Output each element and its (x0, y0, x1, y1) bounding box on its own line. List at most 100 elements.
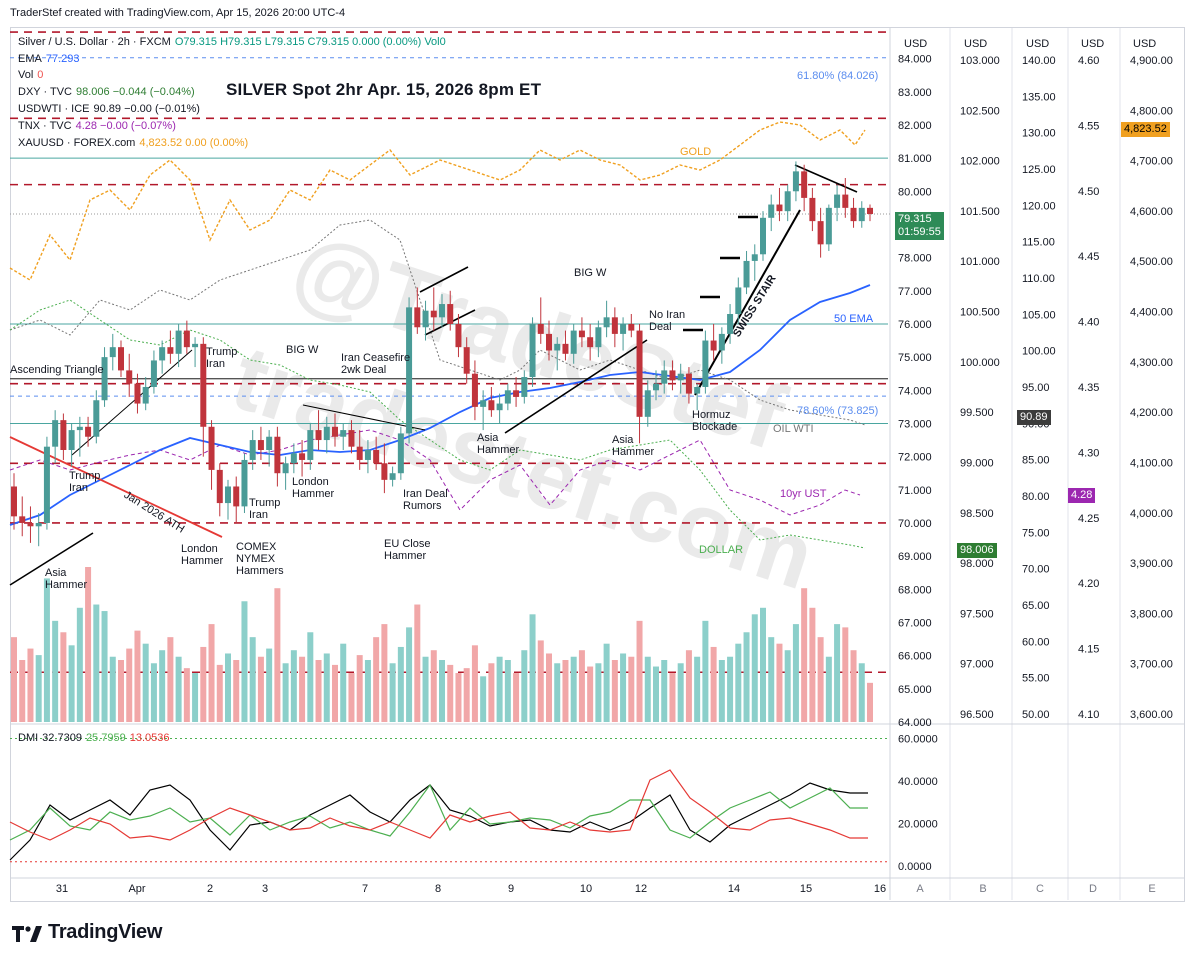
gold-label: GOLD (680, 146, 712, 158)
candle-body (192, 343, 199, 348)
candle-body (208, 426, 215, 470)
candle-body (768, 204, 775, 218)
volume-bar (208, 624, 215, 722)
scale-d-tick: 4.20 (1078, 578, 1099, 590)
volume-bar (546, 653, 552, 722)
scale-c-tick: 55.00 (1022, 673, 1050, 685)
asia-hammer-label-3: Asia Hammer (612, 434, 655, 458)
candle-body (19, 516, 26, 523)
scale-b-tick: 99.000 (960, 457, 994, 469)
volume-bar (109, 656, 116, 722)
tnx-price-tag: 4.28 (1068, 488, 1096, 503)
candle-body (356, 446, 363, 460)
scale-a-tick: 69.000 (898, 551, 932, 563)
candle-body (315, 430, 322, 441)
time-axis-label: 14 (728, 883, 740, 895)
scale-a-tick: 64.000 (898, 717, 932, 729)
scale-d-tick: 4.55 (1078, 120, 1099, 132)
chart-frame (10, 27, 1185, 902)
candle-body (43, 446, 50, 523)
trend-line-1 (9, 436, 223, 538)
candle-body (109, 347, 116, 358)
volume-bar (710, 646, 717, 722)
scale-e-tick: 4,700.00 (1130, 156, 1173, 168)
scale-c-tick: 115.00 (1022, 237, 1055, 249)
candle-body (677, 373, 684, 381)
scale-letter: B (979, 883, 986, 895)
tradingview-brand[interactable]: TradingView (12, 921, 162, 944)
dmi-scale-tick: 0.0000 (898, 861, 932, 873)
volume-bar (340, 643, 347, 722)
candle-body (496, 403, 503, 411)
scale-b-tick: 102.000 (960, 156, 1000, 168)
volume-bar (439, 660, 445, 722)
legend-xauusd-value: 4,823.52 0.00 (0.00%) (139, 137, 249, 149)
candle-body (389, 473, 396, 480)
scale-b-tick: 100.500 (960, 307, 1000, 319)
volume-bar (118, 660, 124, 722)
candle-body (159, 347, 166, 361)
volume-bar (735, 643, 742, 722)
volume-bar (834, 624, 841, 722)
scale-a-tick: 67.000 (898, 617, 932, 629)
scale-e-tick: 4,000.00 (1130, 508, 1173, 520)
ust-overlay (9, 429, 861, 516)
candle-body (52, 420, 59, 447)
scale-c-tick: 65.00 (1022, 600, 1050, 612)
asc-triangle-label: Ascending Triangle (10, 364, 104, 376)
candle-body (529, 323, 536, 378)
scale-b-tick: 98.500 (960, 508, 994, 520)
scale-e-tick: 4,300.00 (1130, 357, 1173, 369)
volume-bar (43, 578, 50, 722)
legend-tnx: TNX · TVC 4.28 −0.00 (−0.07%) (18, 120, 176, 132)
candle-body (249, 440, 256, 460)
candle-body (562, 343, 569, 354)
scale-d-tick: 4.45 (1078, 251, 1099, 263)
ust-label: 10yr UST (780, 488, 827, 500)
candle-body (784, 191, 791, 212)
dmi-scale-tick: 60.0000 (898, 734, 938, 746)
candle-body (570, 330, 577, 354)
scale-a-tick: 81.000 (898, 153, 932, 165)
volume-bar (751, 614, 758, 722)
legend-dxy: DXY · TVC 98.006 −0.044 (−0.04%) (18, 86, 195, 98)
candle-body (801, 171, 808, 198)
ceasefire-label: Iran Ceasefire 2wk Deal (341, 352, 411, 376)
scale-a-tick: 82.000 (898, 120, 932, 132)
candle-body (636, 330, 643, 417)
scale-c-tick: 120.00 (1022, 200, 1056, 212)
volume-bar (669, 673, 676, 722)
trend-line-3 (302, 404, 426, 431)
candle-body (537, 323, 544, 334)
scale-d-tick: 4.30 (1078, 447, 1099, 459)
volume-bar (216, 664, 223, 722)
volume-bar (406, 627, 413, 722)
candle-body (126, 370, 133, 384)
scale-d-tick: 4.15 (1078, 644, 1099, 656)
scale-letter: D (1089, 883, 1097, 895)
candle-body (364, 450, 371, 460)
scale-d-tick: 4.35 (1078, 382, 1099, 394)
scale-a-tick: 73.000 (898, 418, 932, 430)
trend-line-2 (71, 349, 193, 456)
volume-bar (809, 607, 816, 722)
candle-body (513, 390, 520, 397)
no-iran-deal-label: No Iran Deal (649, 309, 686, 333)
trump-iran-label-2: Trump Iran (206, 346, 238, 370)
volume-bar (373, 637, 380, 722)
volume-bar (85, 567, 92, 722)
time-axis-label: 16 (874, 883, 886, 895)
volume-bar (381, 624, 388, 722)
scale-e-tick: 4,400.00 (1130, 307, 1173, 319)
scale-b-tick: 96.500 (960, 709, 994, 721)
scale-b-tick: 101.000 (960, 256, 1000, 268)
volume-bar (463, 668, 470, 722)
london-hammer-label-2: London Hammer (292, 476, 335, 500)
trump-iran-label-3: Trump Iran (249, 497, 281, 521)
volume-bar (183, 668, 190, 722)
dmi-scale-tick: 40.0000 (898, 776, 938, 788)
volume-bar (587, 666, 594, 722)
trend-line-0 (9, 532, 94, 586)
volume-bar (249, 637, 256, 722)
